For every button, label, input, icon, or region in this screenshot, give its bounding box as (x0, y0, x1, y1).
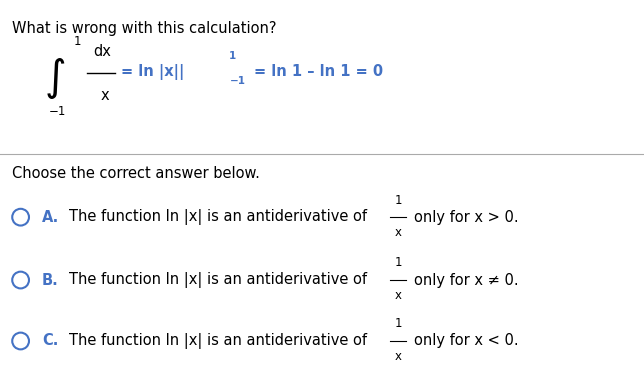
Text: x: x (395, 350, 401, 363)
Text: What is wrong with this calculation?: What is wrong with this calculation? (12, 21, 276, 36)
Text: Choose the correct answer below.: Choose the correct answer below. (12, 166, 260, 181)
Text: dx: dx (93, 44, 111, 59)
Text: 1: 1 (394, 317, 402, 330)
Text: = ln 1 – ln 1 = 0: = ln 1 – ln 1 = 0 (254, 64, 384, 79)
Text: only for x < 0.: only for x < 0. (414, 333, 518, 349)
Text: only for x > 0.: only for x > 0. (414, 210, 518, 225)
Text: = ln |x||: = ln |x|| (121, 64, 184, 80)
Text: A.: A. (42, 210, 59, 225)
Text: x: x (395, 289, 401, 302)
Text: The function ln |x| is an antiderivative of: The function ln |x| is an antiderivative… (69, 333, 367, 349)
Text: 1: 1 (229, 51, 236, 61)
Text: 1: 1 (394, 256, 402, 269)
Text: C.: C. (42, 333, 58, 349)
Text: −1: −1 (48, 105, 66, 118)
Text: B.: B. (42, 272, 59, 288)
Text: −1: −1 (230, 76, 246, 86)
Text: The function ln |x| is an antiderivative of: The function ln |x| is an antiderivative… (69, 209, 367, 225)
Text: x: x (395, 226, 401, 239)
Text: 1: 1 (74, 35, 82, 48)
Text: 1: 1 (394, 194, 402, 207)
Text: ∫: ∫ (45, 57, 67, 99)
Text: only for x ≠ 0.: only for x ≠ 0. (414, 272, 518, 288)
Text: The function ln |x| is an antiderivative of: The function ln |x| is an antiderivative… (69, 272, 367, 288)
Text: x: x (100, 88, 109, 102)
